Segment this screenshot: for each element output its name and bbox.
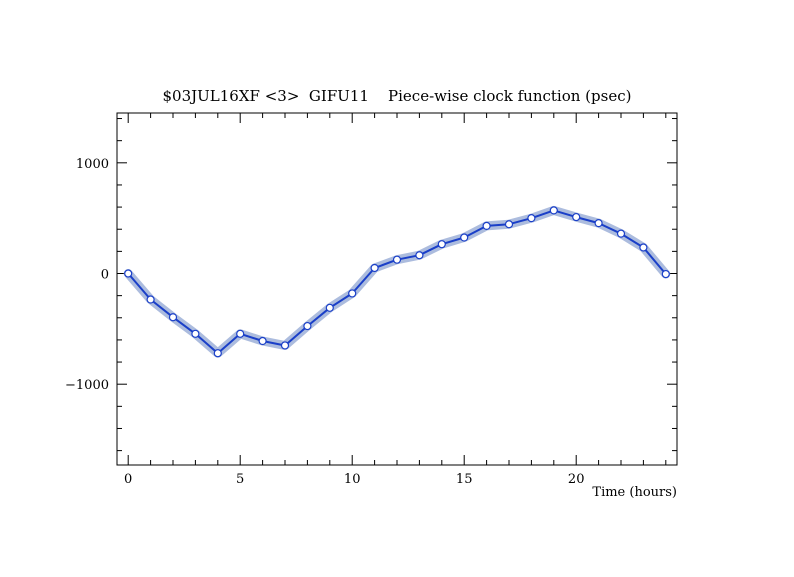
y-tick-label: 1000: [76, 157, 109, 172]
data-point: [213, 349, 222, 358]
data-point: [303, 321, 312, 331]
series-line-group: [127, 209, 667, 355]
data-point: [460, 233, 469, 242]
data-point: [527, 214, 536, 223]
data-point: [392, 255, 402, 264]
data-point: [482, 221, 491, 231]
data-point: [594, 219, 603, 228]
y-tick-label: −1000: [65, 378, 109, 393]
data-point: [415, 251, 424, 260]
x-tick-label: 0: [124, 472, 132, 487]
data-point: [325, 303, 334, 312]
plot-frame: [116, 112, 678, 466]
data-point: [124, 269, 133, 278]
chart-title: $03JUL16XF <3> GIFU11 Piece-wise clock f…: [163, 87, 632, 105]
series-band: [123, 205, 671, 358]
data-point: [661, 269, 670, 279]
series-uncertainty-band: [123, 205, 671, 358]
x-axis-label: Time (hours): [592, 485, 677, 500]
data-point: [549, 206, 558, 215]
x-tick-label: 20: [568, 472, 585, 487]
data-point: [504, 220, 514, 229]
data-point: [437, 240, 446, 249]
data-point: [236, 329, 245, 338]
data-point: [191, 329, 200, 338]
y-tick-label: 0: [101, 268, 109, 283]
data-point: [370, 263, 379, 273]
x-tick-label: 10: [344, 472, 361, 487]
x-tick-label: 15: [456, 472, 473, 487]
data-point: [280, 341, 290, 350]
data-point: [258, 336, 267, 346]
axis-ticks: [117, 113, 677, 465]
series-markers: [124, 206, 670, 358]
data-point: [168, 313, 178, 322]
data-point: [616, 229, 626, 238]
data-point: [639, 243, 648, 252]
data-point: [572, 212, 581, 222]
x-tick-label: 5: [236, 472, 244, 487]
data-point: [348, 289, 357, 298]
tick-labels: 0 5 10 15 20 1000 0 −1000: [65, 157, 584, 487]
data-point: [146, 295, 155, 304]
series-line: [127, 209, 667, 355]
